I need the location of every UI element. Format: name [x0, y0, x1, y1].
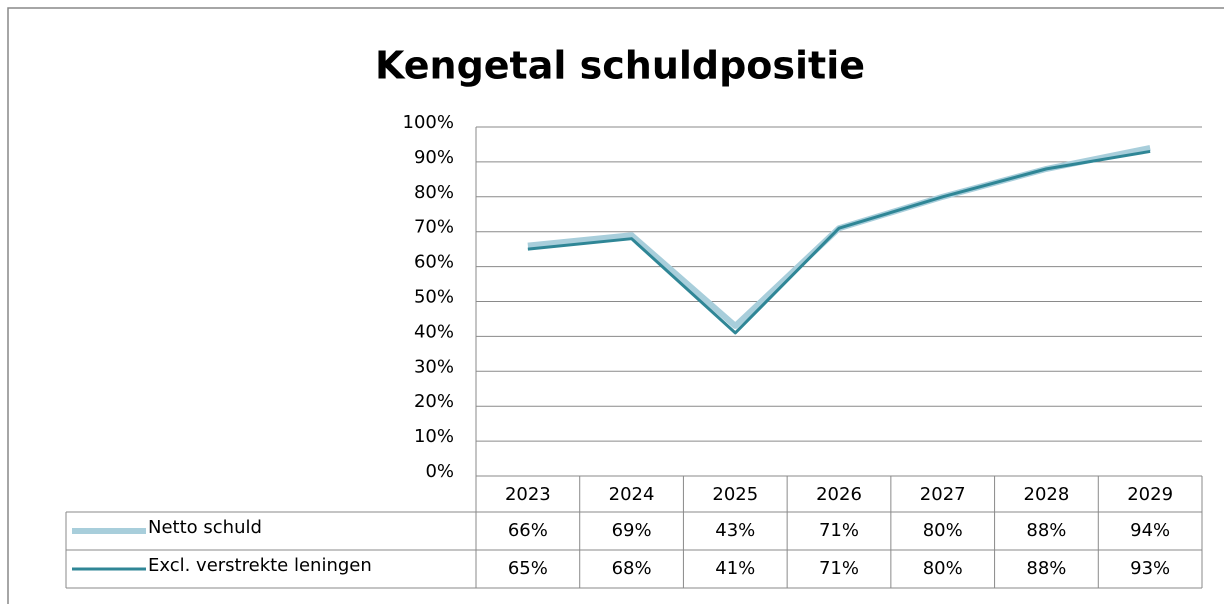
x-tick-label: 2026 [816, 484, 862, 505]
table-value: 69% [612, 520, 652, 541]
table-value: 80% [923, 520, 963, 541]
x-tick-label: 2023 [505, 484, 551, 505]
y-tick-label: 80% [414, 182, 454, 203]
table-value: 93% [1130, 558, 1170, 579]
table-value: 94% [1130, 520, 1170, 541]
y-tick-label: 30% [414, 356, 454, 377]
y-tick-label: 90% [414, 147, 454, 168]
y-tick-label: 10% [414, 426, 454, 447]
y-tick-label: 70% [414, 217, 454, 238]
y-tick-label: 50% [414, 287, 454, 308]
series-line [527, 149, 1151, 335]
table-value: 68% [612, 558, 652, 579]
table-value: 71% [819, 520, 859, 541]
x-tick-label: 2024 [609, 484, 655, 505]
y-tick-label: 100% [403, 112, 454, 133]
y-tick-label: 60% [414, 252, 454, 273]
x-tick-label: 2025 [712, 484, 758, 505]
y-tick-label: 20% [414, 391, 454, 412]
table-value: 71% [819, 558, 859, 579]
chart-title: Kengetal schuldpositie [375, 44, 865, 88]
y-tick-label: 0% [425, 461, 454, 482]
table-value: 43% [715, 520, 755, 541]
table-value: 66% [508, 520, 548, 541]
legend-label: Netto schuld [148, 517, 262, 538]
x-tick-label: 2027 [920, 484, 966, 505]
x-tick-label: 2028 [1024, 484, 1070, 505]
table-value: 88% [1026, 558, 1066, 579]
table-value: 41% [715, 558, 755, 579]
table-value: 88% [1026, 520, 1066, 541]
table-value: 80% [923, 558, 963, 579]
legend-label: Excl. verstrekte leningen [148, 555, 372, 576]
y-tick-label: 40% [414, 321, 454, 342]
x-tick-label: 2029 [1127, 484, 1173, 505]
chart-frame [7, 7, 1224, 604]
table-value: 65% [508, 558, 548, 579]
